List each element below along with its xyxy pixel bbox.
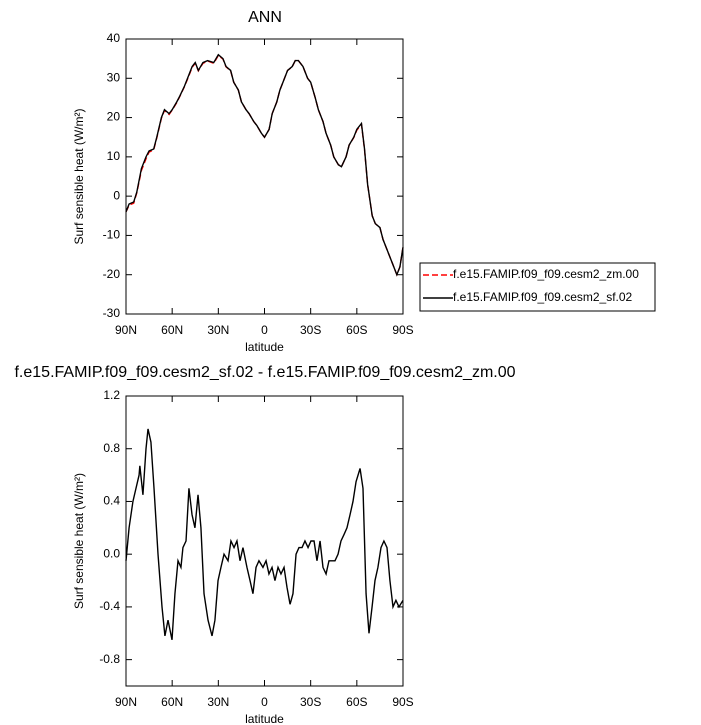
chart-title: ANN [248, 9, 282, 26]
x-tick-label: 0 [261, 695, 268, 709]
y-tick-label: 1.2 [103, 388, 120, 402]
series-line [125, 54, 404, 277]
y-axis-label: Surf sensible heat (W/m²) [72, 473, 86, 609]
y-axis-label: Surf sensible heat (W/m²) [72, 108, 86, 244]
y-tick-label: 0.4 [103, 494, 120, 508]
y-tick-label: -20 [103, 267, 121, 281]
x-tick-label: 90S [392, 695, 413, 709]
x-tick-label: 90N [115, 695, 137, 709]
x-tick-label: 0 [261, 323, 268, 337]
y-tick-label: -10 [103, 228, 121, 242]
x-tick-label: 30N [207, 695, 229, 709]
legend-box [419, 262, 656, 312]
series-line [125, 428, 404, 640]
x-tick-label: 60N [161, 695, 183, 709]
y-tick-label: 0.8 [103, 441, 120, 455]
y-tick-label: 20 [107, 110, 121, 124]
x-tick-label: 90S [392, 323, 413, 337]
x-tick-label: 60S [346, 323, 367, 337]
x-tick-label: 30N [207, 323, 229, 337]
y-tick-label: -0.4 [99, 599, 120, 613]
y-tick-label: 0.0 [103, 546, 120, 560]
plot-frame [125, 395, 404, 687]
x-axis-label: latitude [245, 712, 284, 725]
y-tick-label: -0.8 [99, 652, 120, 666]
x-tick-label: 60N [161, 323, 183, 337]
legend-label: f.e15.FAMIP.f09_f09.cesm2_sf.02 [453, 290, 633, 304]
y-tick-label: 0 [113, 188, 120, 202]
x-tick-label: 90N [115, 323, 137, 337]
y-tick-label: -30 [103, 306, 121, 320]
y-tick-label: 30 [107, 70, 121, 84]
x-tick-label: 30S [300, 323, 321, 337]
legend-label: f.e15.FAMIP.f09_f09.cesm2_zm.00 [453, 267, 639, 281]
chart-title: f.e15.FAMIP.f09_f09.cesm2_sf.02 - f.e15.… [14, 364, 515, 381]
x-tick-label: 30S [300, 695, 321, 709]
y-tick-label: 40 [107, 31, 121, 45]
plot-frame [125, 38, 404, 315]
series-line [125, 53, 404, 277]
y-tick-label: 10 [107, 149, 121, 163]
x-axis-label: latitude [245, 340, 284, 354]
x-tick-label: 60S [346, 695, 367, 709]
